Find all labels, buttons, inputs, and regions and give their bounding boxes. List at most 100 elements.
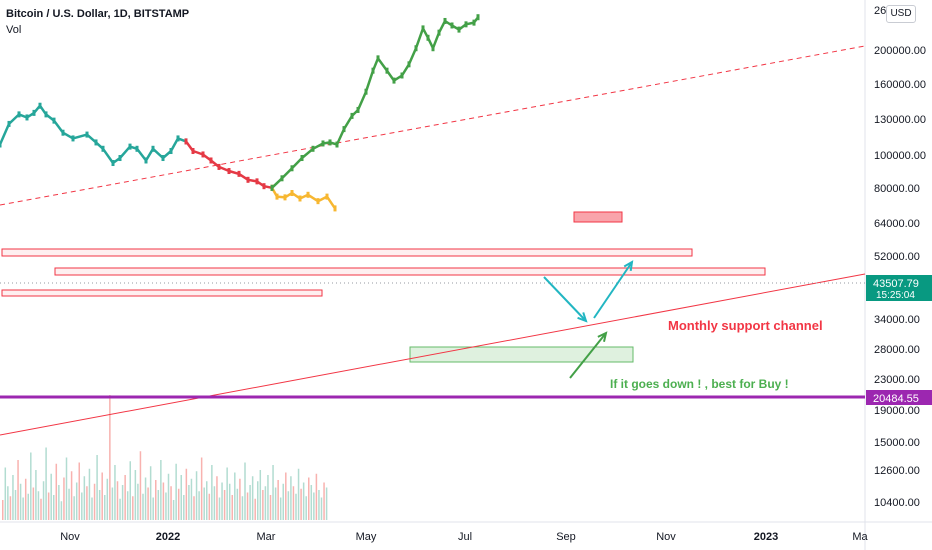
volume-bar [190,478,193,520]
volume-bar [70,471,73,520]
candle [443,17,447,24]
candle [472,19,476,26]
volume-bar [246,492,249,520]
volume-bar [35,470,37,520]
current-price-tag [866,275,932,301]
volume-bar [55,463,58,520]
candle [342,126,346,133]
y-tick-label: 15000.00 [874,437,920,449]
candle [201,151,205,158]
candle [450,22,454,29]
candle [262,183,266,190]
x-tick-label: Jul [458,531,472,543]
volume-bar [320,497,323,520]
candle [0,141,2,148]
volume-bar [2,500,4,520]
candle [135,145,139,152]
volume-bar [221,482,223,520]
candle [298,195,302,202]
volume-bar [17,460,19,520]
candle [38,102,42,109]
volume-bar [231,495,233,520]
candle [414,45,418,52]
buy-zone [409,346,634,363]
volume-bar [264,486,267,520]
volume-bar [40,498,42,520]
candle [392,77,396,84]
volume-bar [144,477,147,520]
candle [17,111,21,118]
x-tick-label: Mar [257,531,276,543]
series-projection-up [271,16,480,189]
candle [376,55,380,62]
y-tick-label: 19000.00 [874,405,920,417]
candle [328,139,332,146]
volume-bar [172,500,175,520]
candle [300,155,304,162]
volume-bar [116,481,119,520]
candle [101,145,105,152]
channel-lower-line [0,273,866,436]
resistance-zone [54,267,766,276]
candle [371,67,375,74]
volume-bar [27,493,29,520]
candle [306,191,310,198]
volume-bar [262,490,264,520]
candle [25,114,29,121]
current-price-time: 15:25:04 [876,290,915,301]
volume-bar [170,486,172,520]
volume-bar [165,492,167,520]
volume-bar [142,493,144,520]
volume-bar [68,488,70,520]
volume-bar [213,486,216,520]
currency-button[interactable]: USD [886,5,916,23]
volume-bar [157,490,160,520]
volume-bar [126,491,129,520]
volume-bar [19,483,22,520]
volume-bar [30,452,32,520]
candle [457,26,461,33]
volume-bar [228,483,231,520]
volume-bar [290,476,292,520]
volume-bar [287,491,290,520]
candle [437,29,441,36]
volume-bar [183,495,185,520]
candle [333,205,337,212]
candle [426,34,430,41]
volume-bar [42,481,45,520]
candle [209,157,213,164]
support-price-tag [866,390,932,405]
x-tick-label: Nov [656,531,676,543]
candle [316,198,320,205]
y-tick-label: 200000.00 [874,45,926,57]
volume-bar [88,468,91,520]
volume-bar [244,462,246,520]
volume-bar [137,483,139,520]
volume-bar [315,473,318,520]
volume-label: Vol [6,24,22,36]
candle [71,135,75,142]
volume-bar [308,477,310,520]
volume-bar [310,485,313,520]
volume-bar [188,485,190,520]
volume-bar [216,476,218,520]
candle [290,165,294,172]
arrow-rebound-head [597,331,608,342]
volume-bar [32,487,35,520]
volume-bar [119,498,121,520]
candle [176,135,180,142]
candle [356,106,360,113]
candle [32,109,36,116]
candle [407,61,411,68]
volume-bar [24,478,27,520]
candle [128,143,132,150]
candle [169,148,173,155]
channel-upper-line [0,45,866,206]
candle [364,88,368,95]
y-tick-label: 34000.00 [874,314,920,326]
annotation-support-channel: Monthly support channel [668,318,823,333]
support-price-value: 20484.55 [873,393,919,405]
candle [421,25,425,32]
volume-bar [239,478,241,520]
